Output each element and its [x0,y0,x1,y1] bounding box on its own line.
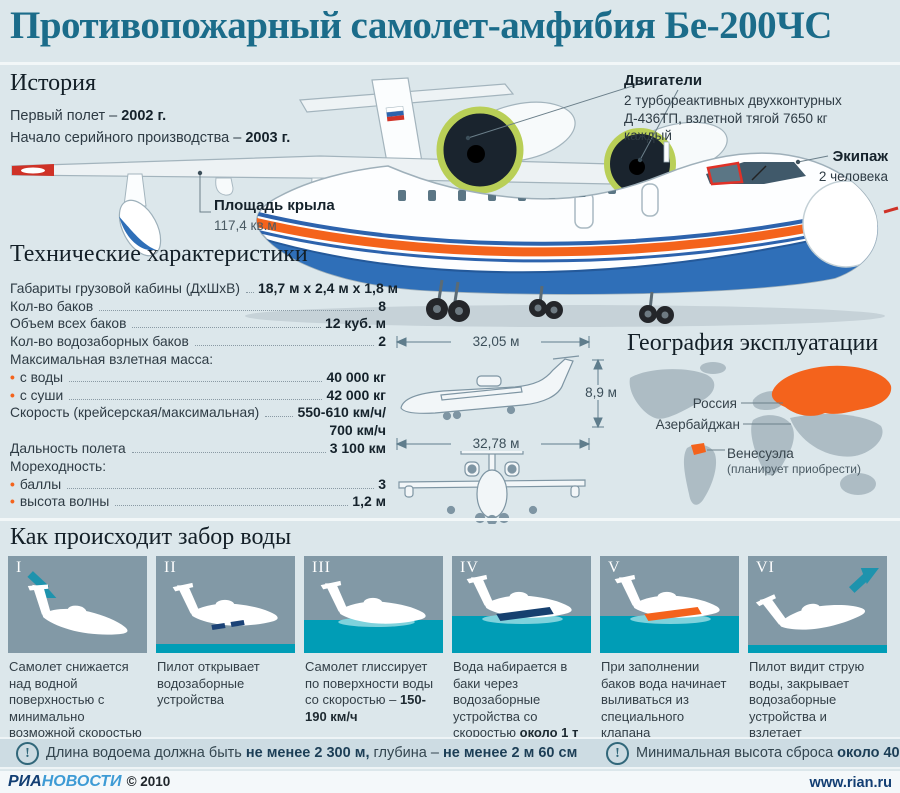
step-illustration [156,582,295,653]
spec-row: • с воды 40 000 кг [10,368,386,385]
footer: РИАНОВОСТИ © 2010 www.rian.ru [0,771,900,793]
map-venezuela [691,443,706,455]
divider [0,62,900,65]
geo-label-venezuela-note: (планирует приобрести) [727,462,861,476]
specs-heading: Технические характеристики [10,241,308,267]
history-line: Первый полет – 2002 г. [10,108,167,124]
step-caption-1: Самолет снижается над водной поверхность… [9,659,142,740]
spec-row: •Максимальная взлетная масса: [10,351,214,367]
spec-row: •Мореходность: [10,458,107,474]
step-illustration [600,574,739,653]
front-view-drawing [398,449,586,524]
ria-novosti-logo: РИАНОВОСТИ © 2010 [8,773,171,790]
landing-gear [426,279,674,324]
warning-icon: ! [606,742,629,765]
spec-row: •Габариты грузовой кабины (ДхШхВ)18,7 м … [10,279,398,296]
geo-label-venezuela: Венесуэла [727,446,794,461]
step-panel-4: IV [452,556,591,653]
history-line: Начало серийного производства – 2003 г. [10,130,291,146]
step-caption-3: Самолет глиссирует по поверхности воды с… [305,659,434,724]
warning-icon: ! [16,742,39,765]
crew-callout: Экипаж 2 человека [818,148,888,184]
history-section: История Первый полет – 2002 г. Начало се… [10,70,340,146]
step-illustration [22,571,133,639]
step-panel-5: V [600,556,739,653]
step-caption-2: Пилот открывает водозаборные устройства [157,659,260,707]
spec-row: • с суши 42 000 кг [10,386,386,403]
step-illustration [748,568,887,653]
world-map [629,362,892,505]
wingspan-dimension-label: 32,78 м [451,436,541,451]
side-view-drawing [400,355,580,421]
fuselage-details [256,161,878,295]
aircraft-illustration [11,77,899,327]
history-heading: История [10,70,97,96]
underwing-float [118,199,162,257]
step-illustration [452,574,591,653]
map-russia [771,365,892,416]
step-caption-5: При заполнении баков вода начинает вылив… [601,659,727,740]
ground-shadow [245,305,885,327]
geo-label-russia: Россия [692,396,737,411]
tail-assembly [298,77,515,169]
water-intake-heading: Как происходит забор воды [10,524,292,550]
notes-band [0,737,900,769]
step-caption-6: Пилот видит струю воды, закрывает водоза… [749,659,865,740]
spec-row: • высота волны 1,2 м [10,493,386,510]
takeoff-arrow-icon [848,568,879,593]
step-panel-1: I [8,556,147,653]
note-drop-height: Минимальная высота сброса около 40 м [636,745,900,761]
geo-label-azerbaijan: Азербайджан [655,417,740,432]
step-panel-6: VI [748,556,887,653]
geography-heading: География эксплуатации [627,330,879,356]
height-dimension-label: 8,9 м [570,385,632,400]
pitot-probe [883,206,899,214]
spec-row: • баллы 3 [10,475,386,492]
page-title: Противопожарный самолет-амфибия Бе-200ЧС [10,4,832,47]
spec-row: •Скорость (крейсерская/максимальная)550-… [10,404,386,421]
engines-callout: Двигатели 2 турбореактивных двухконтурны… [624,72,842,144]
step-panel-3: III [304,556,443,653]
step-illustration [304,580,443,653]
note-pond-size: Длина водоема должна быть не менее 2 300… [46,745,578,761]
specs-section: Технические характеристики •Габариты гру… [10,241,398,510]
spec-row-continued: 700 км/ч [329,422,386,439]
callout-leader-lines [197,81,829,213]
wing-area-callout: Площадь крыла 117,4 кв.м [214,197,335,233]
russian-flag-icon [385,105,405,122]
length-dimension-label: 32,05 м [451,334,541,349]
divider [0,518,900,521]
website-link[interactable]: www.rian.ru [809,775,892,791]
step-panel-2: II [156,556,295,653]
dimension-drawings [395,336,604,524]
